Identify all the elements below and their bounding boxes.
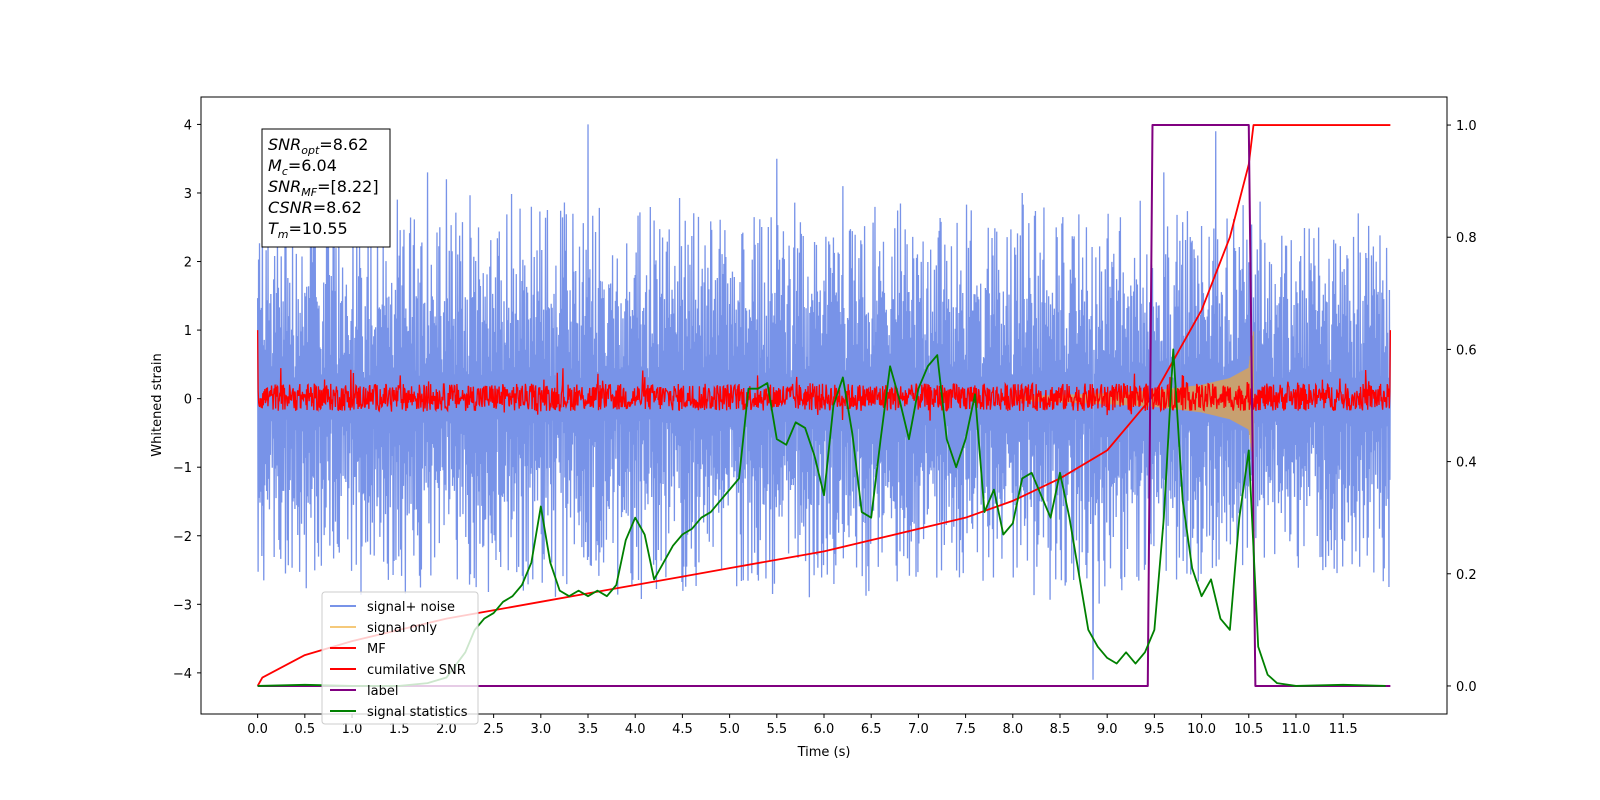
annotation-line: SNRopt=8.62 bbox=[268, 135, 368, 157]
annotation-line: CSNR=8.62 bbox=[268, 198, 362, 217]
x-tick-label: 5.5 bbox=[766, 722, 787, 737]
series-signal-noise-line bbox=[256, 124, 1392, 680]
series-mf-line bbox=[256, 330, 1392, 421]
y-right-tick-label: 0.2 bbox=[1456, 568, 1477, 583]
x-tick-label: 4.5 bbox=[672, 722, 693, 737]
x-tick-label: 5.0 bbox=[719, 722, 740, 737]
x-tick-label: 3.0 bbox=[530, 722, 551, 737]
legend-entry-label: MF bbox=[367, 642, 386, 657]
x-tick-label: 0.5 bbox=[294, 722, 315, 737]
y-left-tick-label: 2 bbox=[184, 256, 192, 271]
x-axis-label: Time (s) bbox=[797, 745, 851, 760]
x-tick-label: 9.0 bbox=[1097, 722, 1118, 737]
y-right-tick-label: 0.4 bbox=[1456, 456, 1477, 471]
x-tick-label: 2.0 bbox=[436, 722, 457, 737]
y-right-tick-label: 0.0 bbox=[1456, 680, 1477, 695]
y-axis-right: 1.0 0.8 0.6 0.4 0.2 0.0 bbox=[1447, 119, 1477, 695]
y-left-tick-label: −3 bbox=[173, 598, 192, 613]
y-axis-left: 4 3 2 1 0 −1 −2 −3 −4 bbox=[173, 118, 201, 682]
x-tick-label: 7.5 bbox=[955, 722, 976, 737]
x-tick-label: 0.0 bbox=[247, 722, 268, 737]
legend-entry-label: signal statistics bbox=[367, 705, 468, 720]
series-signal-statistics-line bbox=[257, 348, 1386, 687]
annotation-line: SNRMF=[8.22] bbox=[268, 177, 379, 199]
y-left-tick-label: 0 bbox=[184, 393, 192, 408]
legend-entry-label: label bbox=[367, 684, 398, 699]
y-right-tick-label: 1.0 bbox=[1456, 119, 1477, 134]
y-axis-label: Whitened strain bbox=[150, 353, 165, 456]
x-tick-label: 8.0 bbox=[1002, 722, 1023, 737]
annotation-line: Mc=6.04 bbox=[268, 156, 337, 178]
legend: signal+ noise signal only MF cumilative SNR… bbox=[321, 591, 479, 725]
x-tick-label: 11.5 bbox=[1329, 722, 1358, 737]
y-left-tick-label: 3 bbox=[184, 187, 192, 202]
y-left-tick-label: 1 bbox=[184, 324, 192, 339]
y-left-tick-label: 4 bbox=[184, 118, 192, 133]
x-axis: 0.0 0.5 1.0 1.5 2.0 2.5 3.0 3.5 4.0 4.5 5.0 5.5 6.0 6… bbox=[247, 714, 1358, 737]
y-left-tick-label: −4 bbox=[173, 667, 192, 682]
x-tick-label: 8.5 bbox=[1050, 722, 1071, 737]
x-tick-label: 6.0 bbox=[814, 722, 835, 737]
legend-entry-label: signal only bbox=[367, 621, 437, 636]
y-right-tick-label: 0.8 bbox=[1456, 231, 1477, 246]
x-tick-label: 3.5 bbox=[578, 722, 599, 737]
y-left-tick-label: −1 bbox=[173, 461, 192, 476]
legend-entry-label: cumilative SNR bbox=[367, 663, 466, 678]
y-left-tick-label: −2 bbox=[173, 530, 192, 545]
x-tick-label: 10.5 bbox=[1234, 722, 1263, 737]
x-tick-label: 4.0 bbox=[625, 722, 646, 737]
legend-entry-label: signal+ noise bbox=[367, 600, 455, 615]
annotation-line: Tm=10.55 bbox=[268, 219, 348, 241]
x-tick-label: 11.0 bbox=[1281, 722, 1310, 737]
x-tick-label: 6.5 bbox=[861, 722, 882, 737]
x-tick-label: 9.5 bbox=[1144, 722, 1165, 737]
x-tick-label: 2.5 bbox=[483, 722, 504, 737]
x-tick-label: 1.5 bbox=[389, 722, 410, 737]
x-tick-label: 1.0 bbox=[342, 722, 363, 737]
x-tick-label: 10.0 bbox=[1187, 722, 1216, 737]
series-label-line bbox=[257, 124, 1391, 687]
y-right-tick-label: 0.6 bbox=[1456, 343, 1477, 358]
x-tick-label: 7.0 bbox=[908, 722, 929, 737]
